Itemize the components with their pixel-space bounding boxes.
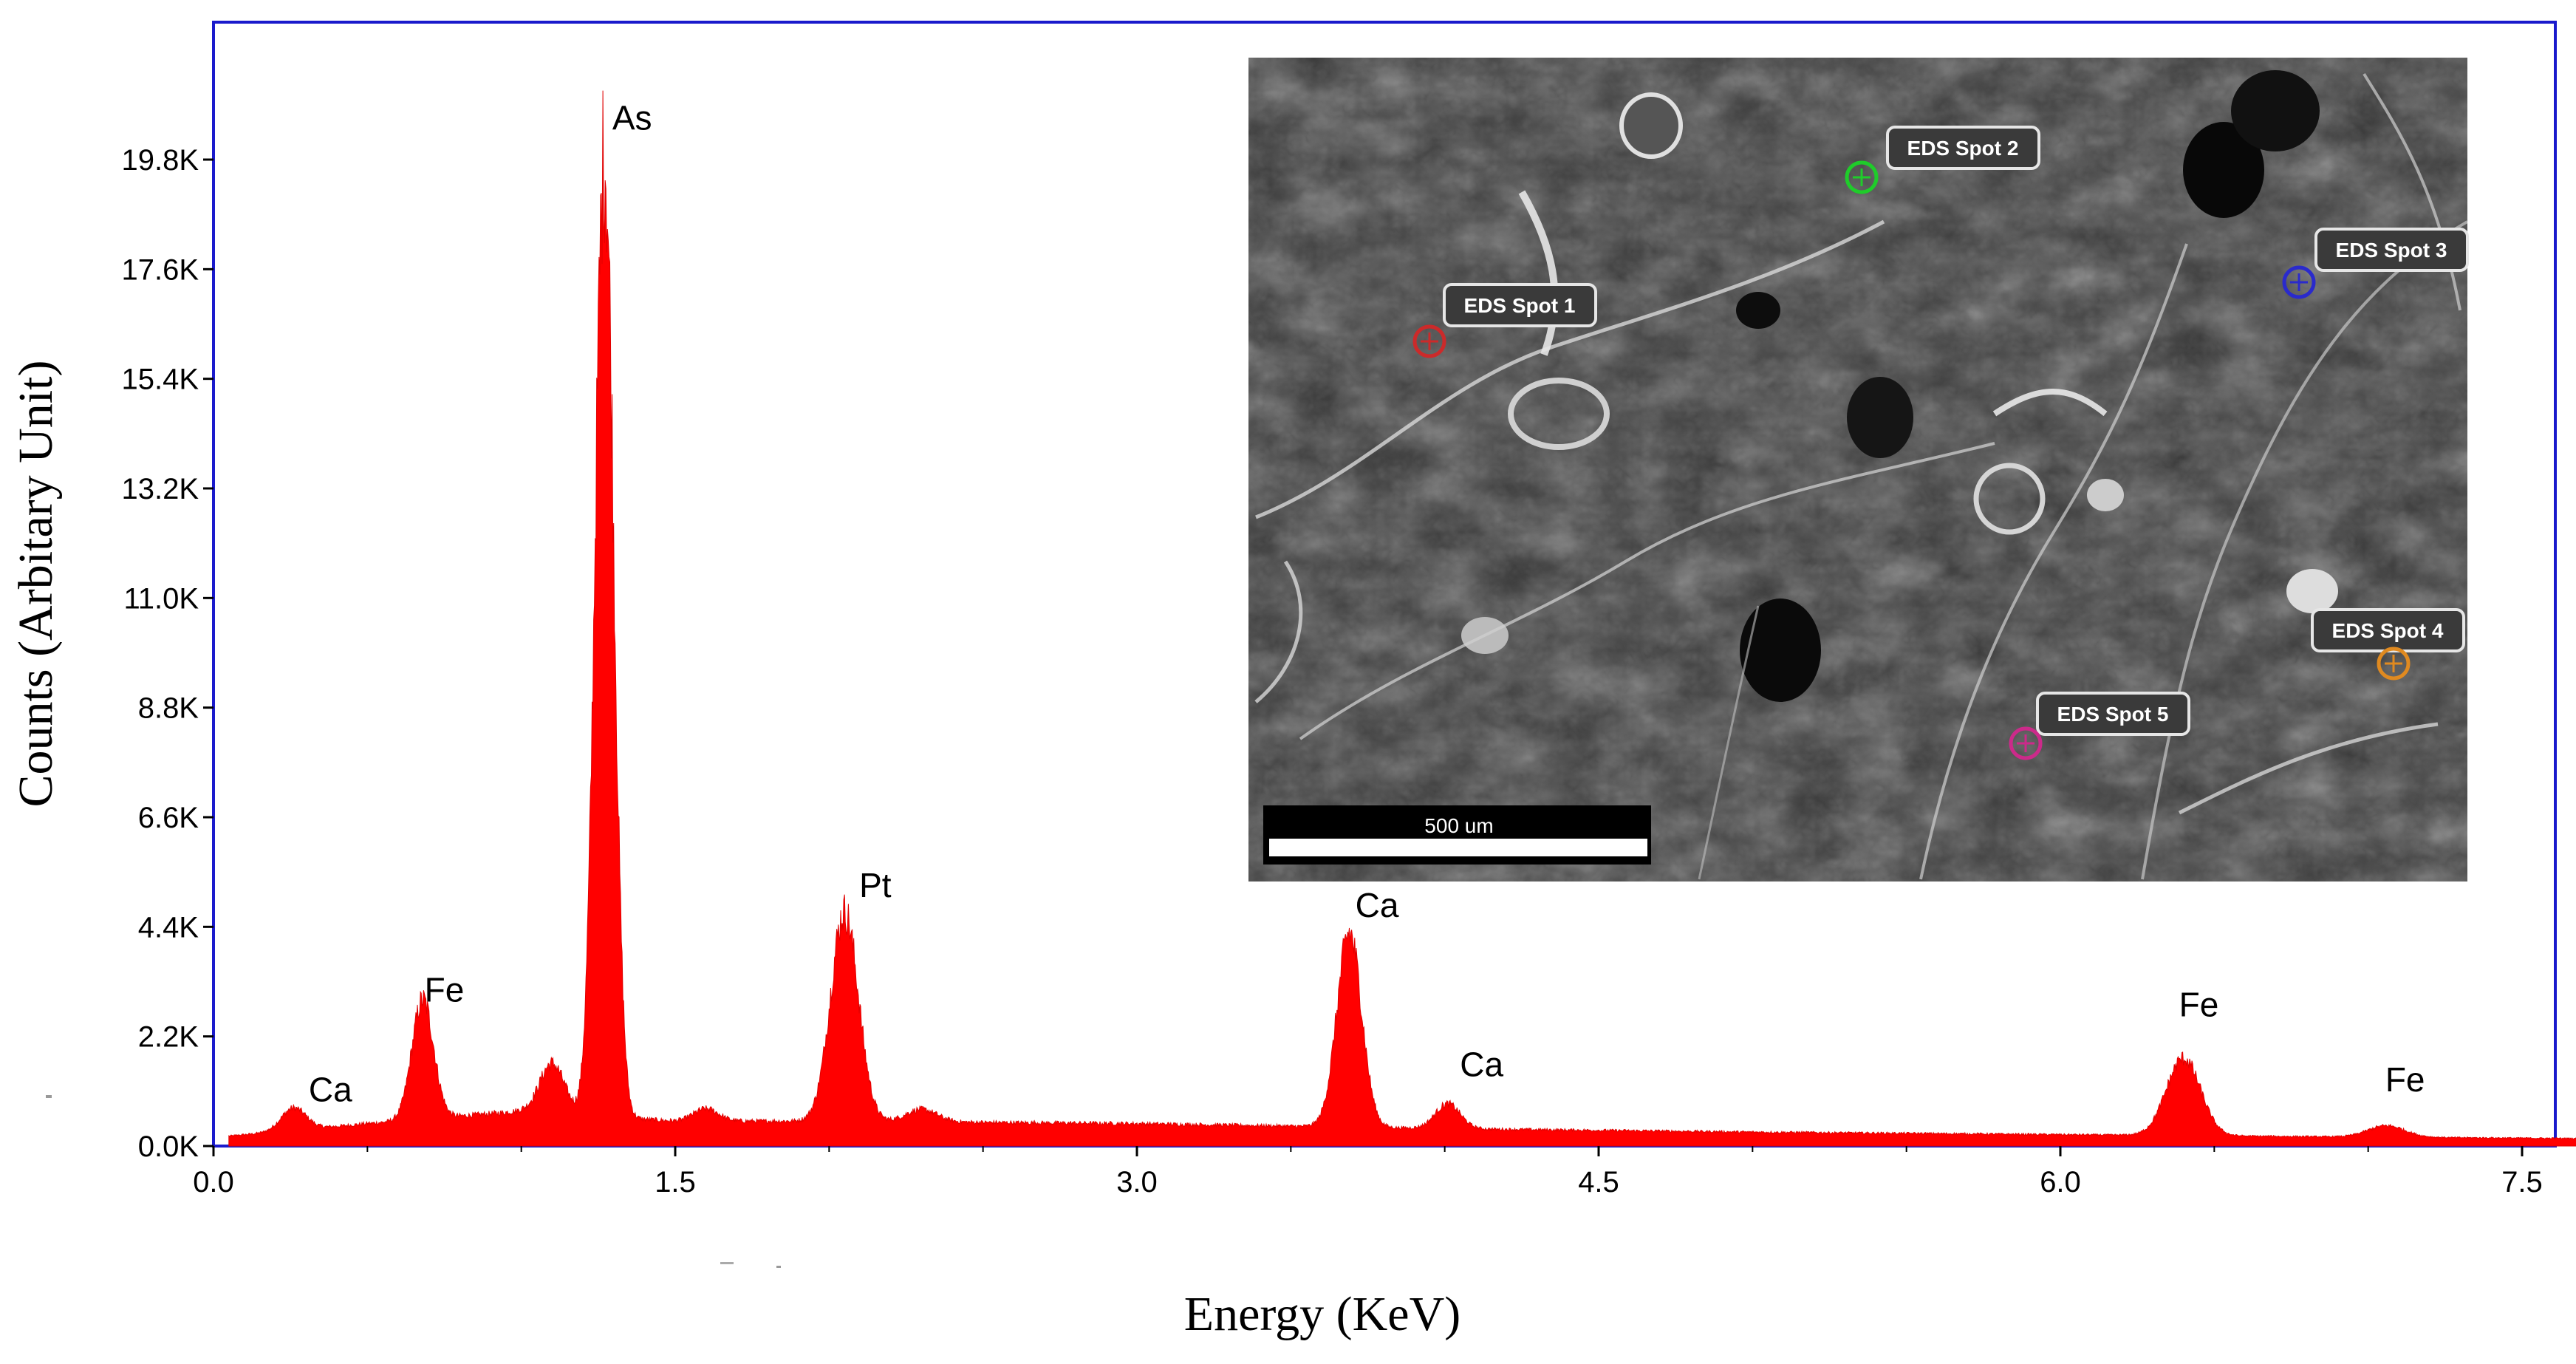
stray-mark: [720, 1262, 734, 1264]
stray-mark: [46, 1095, 52, 1098]
x-tick-label: 7.5: [2501, 1166, 2543, 1198]
eds-spot-label: EDS Spot 2: [1907, 137, 2019, 160]
x-axis-title: Energy (KeV): [1184, 1287, 1460, 1341]
scale-bar-label: 500 um: [1424, 814, 1493, 837]
y-tick-label: 6.6K: [138, 802, 199, 834]
eds-spot-label-box: [2314, 228, 2469, 272]
y-tick-label: 15.4K: [121, 364, 199, 396]
eds-spot-marker: [1845, 160, 1879, 194]
eds-spot-4: EDS Spot 4: [2311, 608, 2465, 681]
eds-spot-label: EDS Spot 3: [2336, 239, 2447, 262]
scale-bar: [1269, 839, 1647, 856]
sem-inset-image: 500 um: [1248, 58, 2467, 882]
x-tick-label: 4.5: [1578, 1166, 1619, 1198]
y-tick-label: 4.4K: [138, 911, 199, 944]
peak-label: Ca: [309, 1070, 352, 1108]
eds-spot-label-box: [1886, 126, 2040, 170]
y-tick-label: 8.8K: [138, 692, 199, 725]
eds-spot-marker: [2282, 265, 2316, 299]
x-tick-label: 6.0: [2040, 1166, 2081, 1198]
x-tick-label: 0.0: [193, 1166, 234, 1198]
eds-spot-1: EDS Spot 1: [1412, 283, 1597, 358]
peak-label: Ca: [1356, 886, 1399, 924]
y-axis-title: Counts (Arbitary Unit): [9, 361, 63, 808]
y-tick-label: 19.8K: [121, 144, 199, 177]
eds-spot-marker: [1412, 324, 1446, 358]
eds-spot-2: EDS Spot 2: [1845, 126, 2040, 194]
peak-label: As: [612, 99, 652, 137]
y-axis-ticks: 0.0K 2.2K 4.4K 6.6K 8.8K 11.0K 13.2K 15.4K 17.6K…: [121, 144, 213, 1163]
eds-spot-label: EDS Spot 4: [2332, 619, 2444, 642]
eds-spot-label: EDS Spot 1: [1464, 294, 1576, 317]
stray-mark: [776, 1266, 781, 1268]
eds-spot-label: EDS Spot 5: [2057, 703, 2169, 726]
x-tick-label: 1.5: [655, 1166, 696, 1198]
y-tick-label: 11.0K: [123, 582, 199, 615]
x-tick-label: 3.0: [1116, 1166, 1158, 1198]
y-tick-label: 2.2K: [138, 1021, 199, 1054]
eds-spot-label-box: [1443, 283, 1597, 327]
peak-label: Ca: [1460, 1046, 1503, 1084]
peak-labels: CaFeAsPtCaCaFeFePtAsPtPtPtAsAs: [309, 99, 2425, 1109]
peak-label: Fe: [2179, 986, 2219, 1024]
x-axis-ticks: 0.01.53.04.56.07.59.010.512.013.5: [193, 1146, 2543, 1198]
y-tick-label: 13.2K: [121, 473, 199, 505]
eds-spot-marker: [2009, 726, 2043, 760]
eds-spot-label-box: [2036, 692, 2190, 736]
y-tick-label: 17.6K: [121, 253, 199, 286]
eds-spot-5: EDS Spot 5: [2009, 692, 2190, 760]
peak-label: Fe: [2385, 1060, 2425, 1099]
peak-label: Pt: [859, 866, 892, 904]
eds-spot-3: EDS Spot 3: [2282, 228, 2469, 299]
inset-spot-markers: EDS Spot 1 EDS Spot 2 EDS Spot 3 EDS Spot 4…: [1412, 126, 2469, 760]
eds-spot-marker: [2377, 647, 2411, 681]
peak-label: Fe: [425, 970, 465, 1009]
y-tick-label: 0.0K: [138, 1131, 199, 1163]
spectrum-area: [228, 90, 2576, 1147]
